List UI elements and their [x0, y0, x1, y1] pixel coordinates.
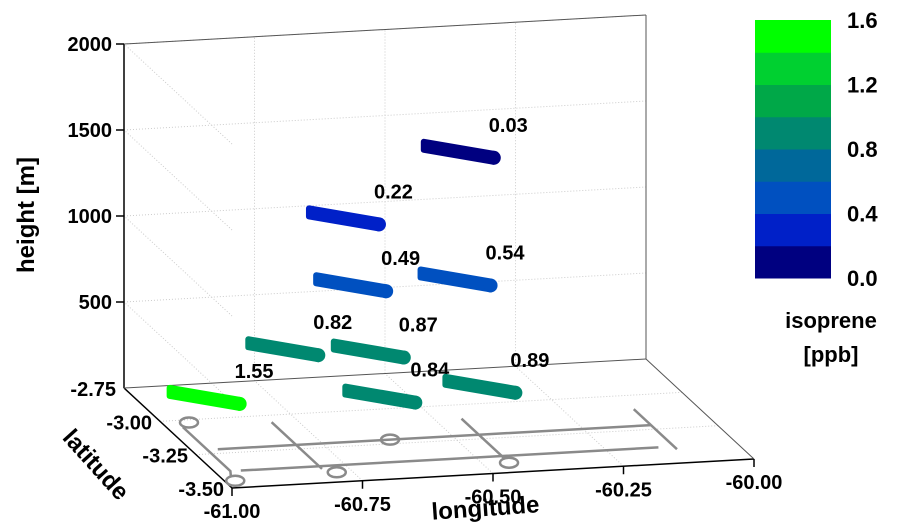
colorbar-segment — [755, 52, 831, 85]
data-point-cap-0.54 — [483, 278, 498, 293]
colorbar-segment — [755, 181, 831, 214]
gridline-floor-lat — [159, 391, 683, 422]
data-point-0.82 — [245, 336, 322, 363]
y-tick-label: -2.75 — [70, 379, 116, 401]
colorbar-segment — [755, 84, 831, 118]
gridline-left-h — [123, 43, 233, 145]
colorbar-tick-label: 0.4 — [847, 202, 878, 227]
z-axis-title: height [m] — [13, 157, 40, 273]
z-tick-label: 2000 — [68, 34, 113, 56]
x-tick-label: -60.25 — [595, 479, 652, 501]
frame-back-bottom — [123, 358, 647, 389]
track-segment — [240, 446, 659, 472]
data-point-cap-0.84 — [408, 395, 423, 410]
gridline-floor-lat — [195, 425, 719, 456]
track-loop — [224, 474, 246, 488]
track-segment — [217, 423, 652, 451]
data-point-0.54 — [417, 266, 494, 293]
gridline-left-h — [123, 215, 233, 317]
colorbar-tick-label: 0.8 — [847, 137, 878, 162]
y-tick-label: -3.25 — [142, 446, 188, 468]
x-axis-title: longitude — [431, 491, 541, 525]
data-point-0.87 — [330, 338, 407, 365]
colorbar-segment — [755, 20, 831, 53]
data-point-cap-0.89 — [508, 385, 523, 400]
axis-frame — [123, 14, 755, 489]
data-point-cap-0.82 — [311, 348, 326, 363]
track-loop — [178, 416, 200, 429]
z-tick-label: 1500 — [68, 120, 113, 142]
y-axis-title: latitude — [57, 424, 134, 505]
data-point-cap-1.55 — [232, 396, 247, 411]
grid-layer — [123, 14, 719, 482]
x-tick-label: -60.75 — [334, 494, 391, 516]
data-label-0.49: 0.49 — [381, 248, 420, 270]
data-label-0.22: 0.22 — [374, 181, 413, 203]
colorbar-segment — [755, 245, 831, 279]
colorbar-segment — [755, 213, 831, 247]
track-segment — [270, 421, 323, 470]
z-tick-label: 500 — [79, 292, 112, 314]
data-point-0.49 — [313, 272, 390, 299]
colorbar: 0.0 0.4 0.8 1.2 1.6 — [755, 8, 878, 291]
x-tick-label: -61.00 — [204, 501, 261, 523]
track-loop — [498, 456, 520, 469]
x-tick-label: -60.00 — [726, 472, 783, 494]
data-point-0.84 — [342, 383, 419, 410]
data-label-1.55: 1.55 — [235, 361, 274, 383]
colorbar-title-line2: [ppb] — [804, 342, 859, 367]
track-segment — [182, 426, 233, 477]
x-tick-label: -60.50 — [465, 487, 522, 509]
tick-labels: 500 1000 1500 2000 -2.75 -3.00 -3.25 -3.50-61.0… — [68, 34, 783, 523]
data-point-0.22 — [305, 205, 382, 232]
data-point-cap-0.49 — [379, 284, 394, 299]
flight-track — [178, 408, 678, 488]
data-label-0.89: 0.89 — [510, 350, 549, 372]
colorbar-segment — [755, 116, 831, 150]
data-label-0.03: 0.03 — [489, 115, 528, 137]
data-points: 1.55 0.84 0.89 0.82 0.87 0.49 0.54 0.22 0.03 — [166, 115, 549, 411]
gridline-left-h — [123, 301, 233, 403]
y-tick-label: -3.00 — [106, 412, 152, 434]
data-label-0.54: 0.54 — [486, 242, 526, 264]
data-point-0.89 — [442, 373, 519, 400]
frame-floor-right — [645, 358, 755, 460]
colorbar-tick-label: 1.6 — [847, 8, 878, 33]
data-point-cap-0.87 — [396, 350, 411, 365]
data-point-cap-0.22 — [371, 217, 386, 232]
z-tick-label: 1000 — [68, 206, 113, 228]
track-loop — [379, 433, 401, 446]
colorbar-title-line1: isoprene — [785, 308, 877, 333]
data-point-cap-0.03 — [486, 150, 501, 165]
gridline-left-h — [123, 129, 233, 231]
data-point-1.55 — [166, 384, 243, 411]
data-label-0.84: 0.84 — [410, 360, 450, 382]
data-label-0.87: 0.87 — [399, 315, 438, 337]
y-tick-label: -3.50 — [178, 479, 224, 501]
track-segment — [460, 417, 506, 460]
track-loop — [326, 466, 348, 479]
axis-y — [123, 387, 233, 489]
track-segment — [632, 408, 678, 451]
colorbar-tick-label: 0.0 — [847, 266, 878, 291]
colorbar-segment — [755, 149, 831, 182]
data-point-0.03 — [420, 138, 497, 165]
frame-back-top — [123, 14, 647, 45]
data-label-0.82: 0.82 — [313, 312, 352, 334]
colorbar-tick-label: 1.2 — [847, 73, 878, 98]
